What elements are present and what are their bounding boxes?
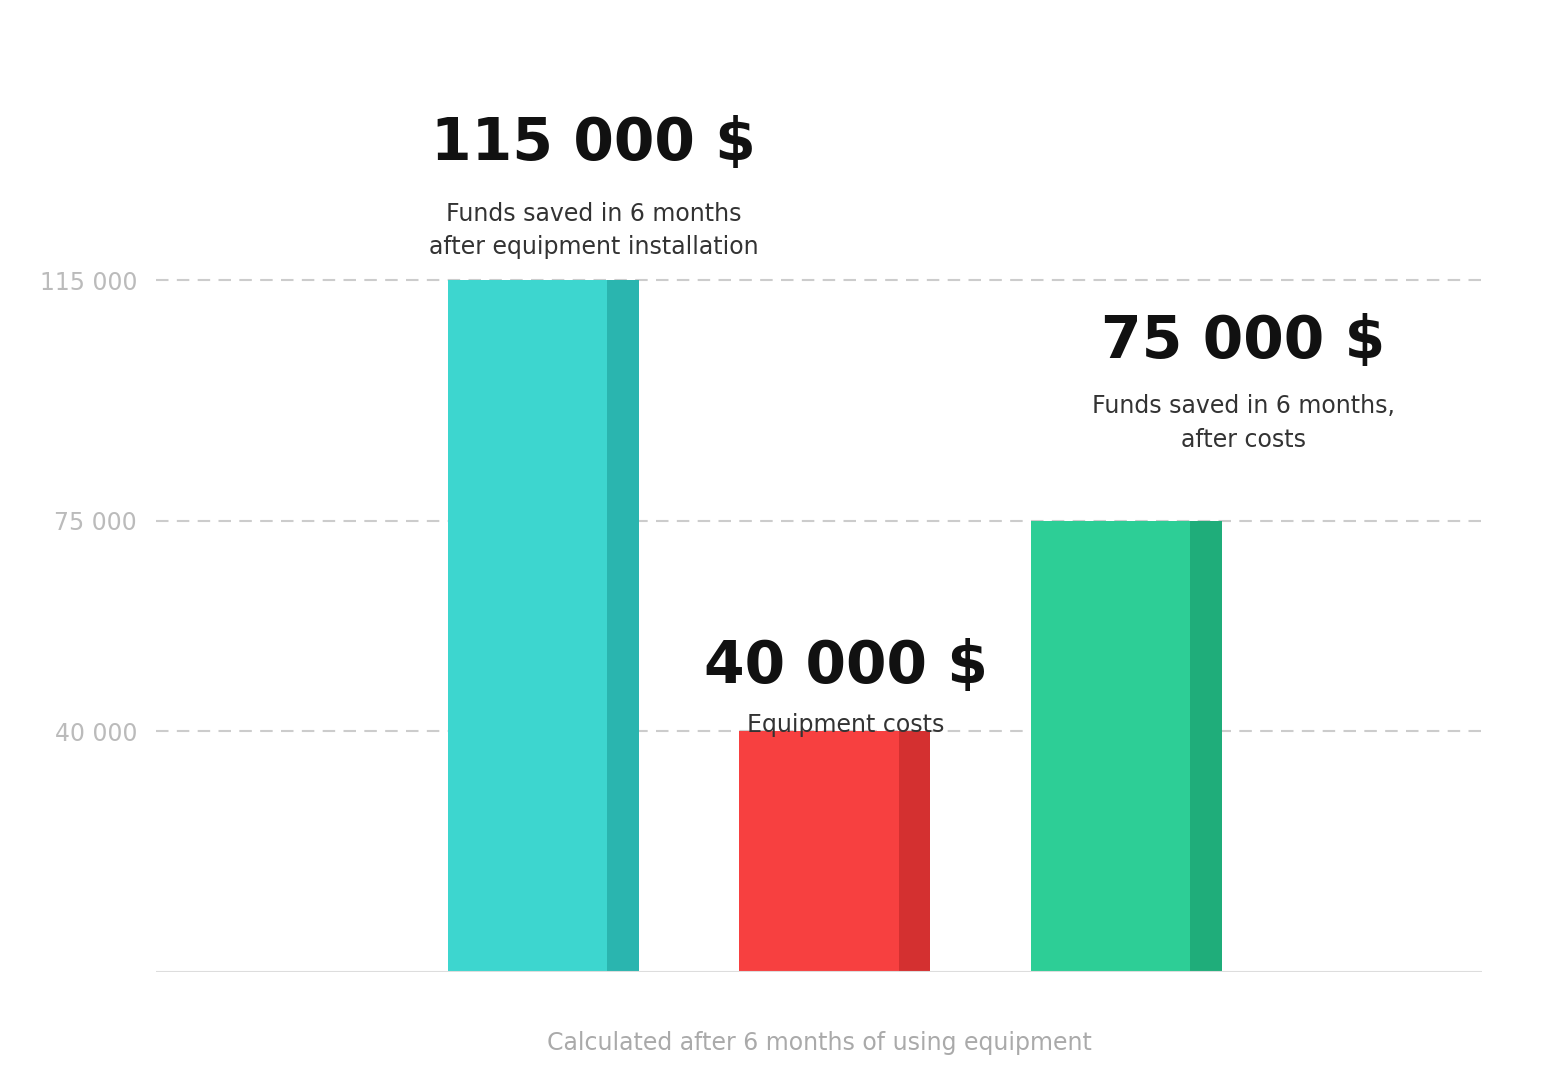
Bar [607, 280, 638, 972]
Text: 40 000 $: 40 000 $ [704, 638, 987, 696]
Bar [899, 731, 930, 972]
Text: 75 000 $: 75 000 $ [1101, 313, 1385, 370]
Text: Funds saved in 6 months,
after costs: Funds saved in 6 months, after costs [1092, 394, 1395, 451]
Bar [1031, 521, 1190, 972]
Text: Funds saved in 6 months
after equipment installation: Funds saved in 6 months after equipment … [429, 202, 758, 259]
Bar [1190, 521, 1221, 972]
Bar [739, 731, 899, 972]
Bar [448, 280, 607, 972]
Text: Equipment costs: Equipment costs [747, 713, 944, 738]
Text: Calculated after 6 months of using equipment: Calculated after 6 months of using equip… [546, 1031, 1092, 1055]
Text: 115 000 $: 115 000 $ [431, 114, 757, 172]
